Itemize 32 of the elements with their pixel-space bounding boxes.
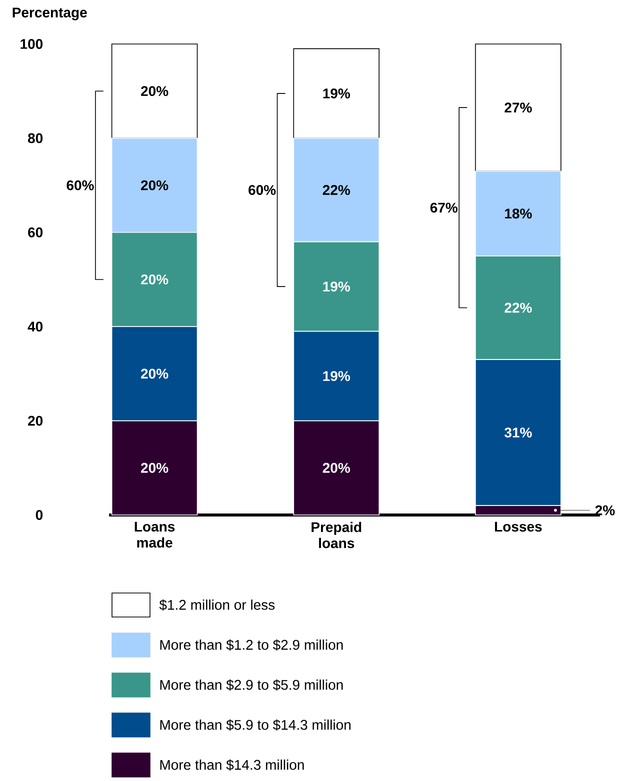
data-label: 20% <box>141 86 168 96</box>
y-tick-label: 40 <box>28 322 43 332</box>
data-label: 20% <box>141 180 168 190</box>
data-label: 18% <box>505 208 532 219</box>
y-tick-label: 20 <box>28 416 43 426</box>
legend-label: More than $1.2 to $2.9 million <box>160 639 343 651</box>
data-label: 20% <box>141 274 168 284</box>
x-tick-label: Losses <box>495 522 542 532</box>
legend-label: More than $14.3 million <box>160 759 304 771</box>
data-label: 19% <box>323 371 350 382</box>
data-label: 22% <box>322 185 350 195</box>
y-tick-label: 100 <box>20 39 43 49</box>
annotation: 67% <box>430 202 458 213</box>
data-label: 19% <box>323 88 350 98</box>
legend-label: More than $2.9 to $5.9 million <box>160 679 343 691</box>
data-label: 19% <box>323 282 350 292</box>
y-tick-label: 0 <box>36 510 43 520</box>
y-tick-label: 80 <box>28 133 43 144</box>
text: 60% <box>66 180 94 190</box>
annotation: 60% <box>248 185 276 195</box>
data-label: 20% <box>141 462 168 473</box>
legend-label: $1.2 million or less <box>159 599 275 611</box>
data-label: 22% <box>504 302 532 313</box>
data-label: 20% <box>141 368 168 379</box>
x-tick-label: Loans made <box>134 522 175 548</box>
y-tick-label: 60 <box>28 227 43 238</box>
data-label: 20% <box>322 462 350 473</box>
y-axis-title: Percentage <box>12 8 87 20</box>
data-label: 31% <box>504 428 532 438</box>
legend-label: More than $5.9 to $14.3 million <box>160 719 350 731</box>
data-label: 27% <box>504 102 532 113</box>
x-tick-label: Prepaid loans <box>312 522 362 548</box>
